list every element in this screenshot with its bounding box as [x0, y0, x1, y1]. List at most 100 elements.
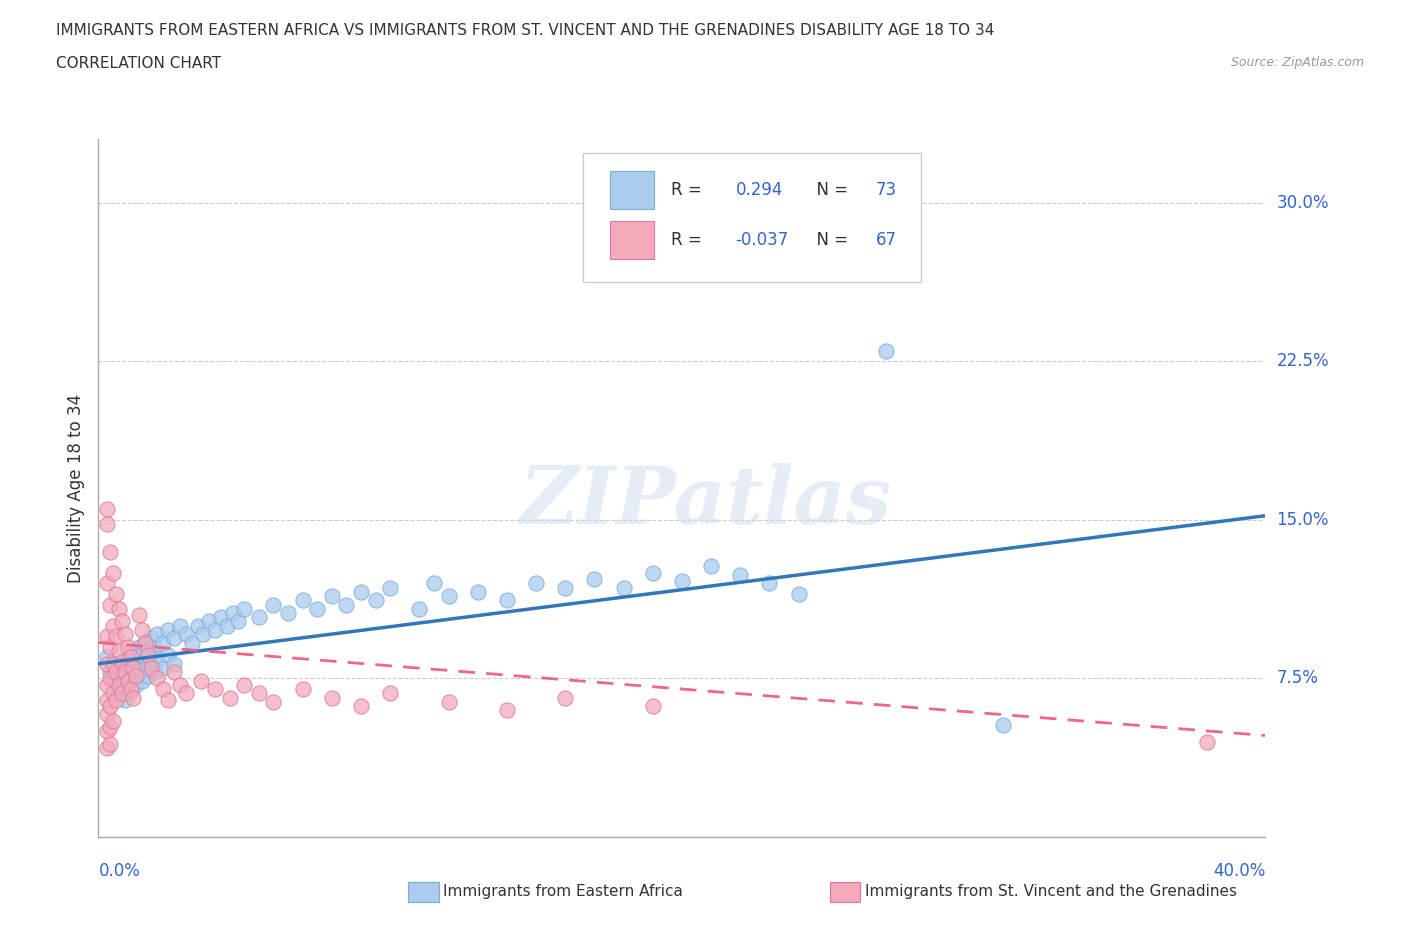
Point	[104, 692, 127, 707]
Point	[128, 639, 150, 654]
Point	[111, 685, 134, 700]
Text: R =: R =	[672, 181, 707, 199]
Point	[163, 665, 186, 680]
Point	[437, 589, 460, 604]
Point	[98, 639, 121, 654]
Point	[104, 677, 127, 692]
Point	[111, 614, 134, 629]
Point	[641, 565, 664, 580]
Point	[157, 648, 180, 663]
Point	[117, 650, 139, 665]
Point	[142, 665, 165, 680]
Point	[120, 684, 142, 698]
Point	[136, 644, 159, 658]
Point	[524, 576, 547, 591]
Point	[307, 602, 329, 617]
Point	[291, 592, 314, 607]
Point	[233, 677, 256, 692]
Point	[142, 639, 165, 654]
Text: N =: N =	[806, 181, 853, 199]
Point	[495, 592, 517, 607]
Point	[131, 622, 153, 637]
Point	[101, 713, 124, 728]
Point	[215, 618, 238, 633]
Point	[204, 622, 226, 637]
FancyBboxPatch shape	[582, 153, 921, 283]
Point	[96, 576, 118, 591]
Point	[641, 698, 664, 713]
Point	[117, 639, 139, 654]
Bar	[610, 171, 654, 209]
Text: 30.0%: 30.0%	[1277, 194, 1329, 212]
Point	[128, 607, 150, 622]
Point	[98, 720, 121, 735]
Point	[875, 343, 897, 358]
Point	[247, 610, 270, 625]
Point	[134, 660, 156, 675]
Point	[117, 675, 139, 690]
Text: R =: R =	[672, 232, 707, 249]
Text: 22.5%: 22.5%	[1277, 352, 1329, 370]
Point	[98, 737, 121, 751]
Point	[209, 610, 232, 625]
Text: 15.0%: 15.0%	[1277, 511, 1329, 529]
Point	[321, 690, 343, 705]
Point	[104, 665, 127, 680]
Point	[125, 669, 148, 684]
Text: CORRELATION CHART: CORRELATION CHART	[56, 56, 221, 71]
Point	[96, 741, 118, 756]
Point	[114, 662, 136, 677]
Point	[277, 605, 299, 620]
Point	[169, 618, 191, 633]
Point	[96, 502, 118, 517]
Point	[991, 718, 1014, 733]
Point	[120, 682, 142, 697]
Text: N =: N =	[806, 232, 853, 249]
Point	[204, 682, 226, 697]
Point	[131, 673, 153, 688]
Point	[758, 576, 780, 591]
Point	[146, 652, 169, 667]
Point	[180, 635, 202, 650]
Text: 7.5%: 7.5%	[1277, 670, 1319, 687]
Point	[554, 690, 576, 705]
Y-axis label: Disability Age 18 to 34: Disability Age 18 to 34	[66, 393, 84, 583]
Point	[96, 677, 118, 692]
Point	[152, 635, 174, 650]
Point	[108, 644, 131, 658]
Point	[262, 695, 284, 710]
Point	[104, 629, 127, 644]
Point	[350, 584, 373, 599]
Text: Source: ZipAtlas.com: Source: ZipAtlas.com	[1230, 56, 1364, 69]
Text: 0.0%: 0.0%	[98, 862, 141, 880]
Point	[193, 627, 215, 642]
Point	[146, 627, 169, 642]
Point	[408, 602, 430, 617]
Point	[108, 677, 131, 692]
Point	[134, 635, 156, 650]
Point	[108, 602, 131, 617]
Point	[96, 707, 118, 722]
Point	[114, 692, 136, 707]
Point	[98, 544, 121, 559]
Point	[139, 657, 162, 671]
Point	[125, 652, 148, 667]
Point	[291, 682, 314, 697]
Point	[700, 559, 723, 574]
Point	[120, 660, 142, 675]
Point	[139, 631, 162, 645]
Point	[146, 671, 169, 686]
Point	[111, 654, 134, 669]
Point	[817, 227, 839, 242]
Point	[108, 685, 131, 700]
Point	[139, 660, 162, 675]
Point	[122, 669, 145, 684]
Point	[152, 660, 174, 675]
Point	[612, 580, 634, 595]
Text: 40.0%: 40.0%	[1213, 862, 1265, 880]
Point	[131, 648, 153, 663]
Point	[98, 698, 121, 713]
Point	[101, 618, 124, 633]
Point	[198, 614, 221, 629]
Text: Immigrants from Eastern Africa: Immigrants from Eastern Africa	[443, 884, 683, 899]
